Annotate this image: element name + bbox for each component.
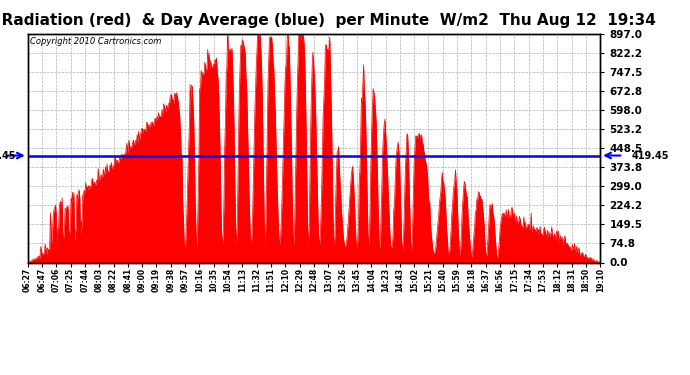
Text: 419.45: 419.45 <box>0 150 16 160</box>
Text: Solar Radiation (red)  & Day Average (blue)  per Minute  W/m2  Thu Aug 12  19:34: Solar Radiation (red) & Day Average (blu… <box>0 13 656 28</box>
Text: Copyright 2010 Cartronics.com: Copyright 2010 Cartronics.com <box>30 37 162 46</box>
Text: 419.45: 419.45 <box>632 150 669 160</box>
